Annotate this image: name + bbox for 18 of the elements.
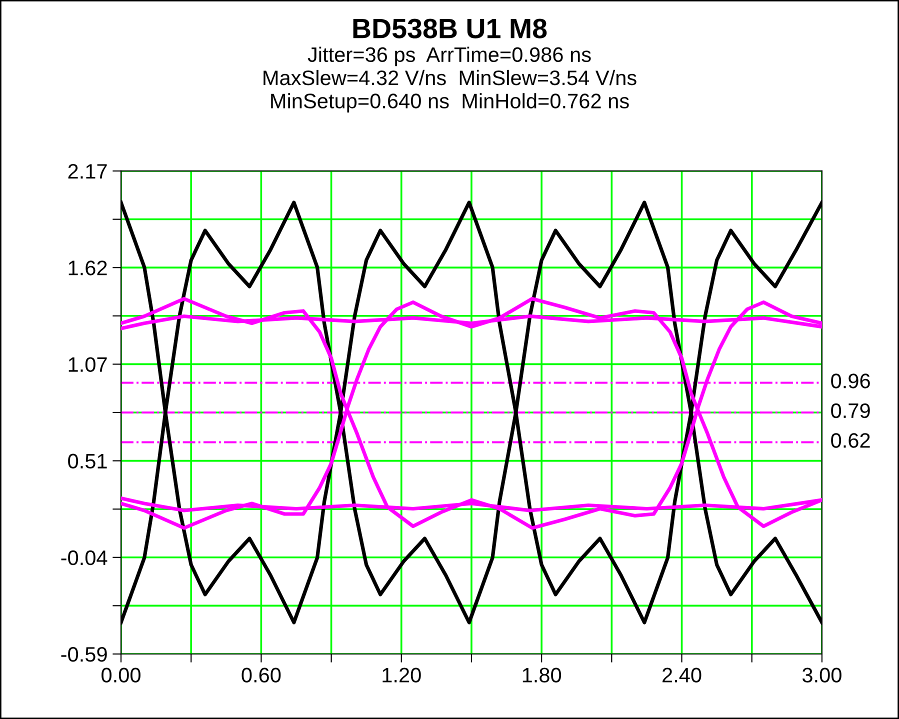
ref-line-label: 0.62 — [831, 433, 870, 448]
x-tick-label: 2.40 — [662, 668, 702, 682]
x-tick-label: 3.00 — [802, 668, 842, 682]
y-tick-label: 1.62 — [68, 260, 107, 276]
x-tick-label: 1.20 — [382, 668, 421, 682]
y-tick-label: -0.04 — [61, 550, 108, 566]
ref-line-label: 0.96 — [831, 374, 870, 388]
chart-title: BD538B U1 M8 — [353, 18, 547, 38]
x-tick-label: 1.80 — [522, 668, 562, 682]
x-tick-label: 0.60 — [242, 668, 281, 682]
chart-subtitle: Jitter=36 ps ArrTime=0.986 ns MaxSlew=4.32 V/ns MinSlew=3.54 V/ns MinSetup=0.640 ns MinHold=0.762 ns — [264, 46, 636, 113]
line-series — [121, 296, 822, 530]
y-tick-label: -0.59 — [61, 647, 107, 662]
ref-line-label: 0.79 — [831, 403, 870, 418]
x-tick-label: 0.00 — [102, 668, 140, 682]
y-tick-label: 1.07 — [68, 357, 107, 372]
y-tick-label: 0.51 — [68, 454, 107, 469]
y-tick-label: 2.17 — [68, 164, 107, 179]
